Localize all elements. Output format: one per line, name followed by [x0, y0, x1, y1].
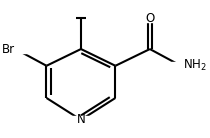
Text: N: N — [77, 113, 85, 126]
Bar — [3, 45, 28, 53]
Bar — [71, 116, 91, 124]
Bar — [143, 14, 157, 22]
Text: O: O — [145, 12, 155, 25]
Bar — [171, 62, 191, 69]
Text: NH$_2$: NH$_2$ — [183, 58, 206, 73]
Text: Br: Br — [2, 43, 16, 55]
